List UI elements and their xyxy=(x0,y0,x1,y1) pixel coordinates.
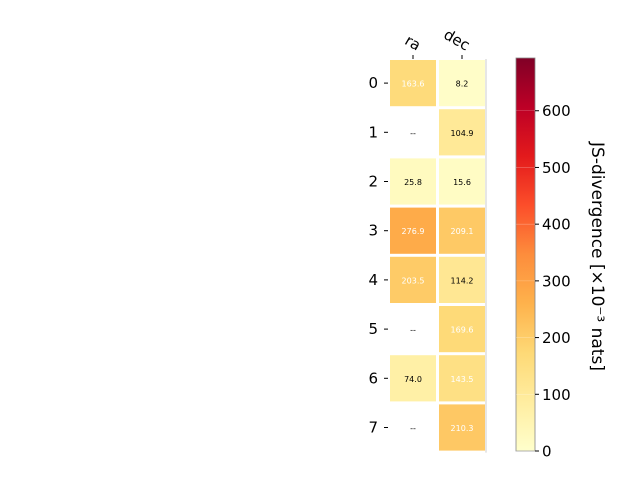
cell-value-label: 114.2 xyxy=(451,276,474,285)
cell-value-label: 74.0 xyxy=(404,375,422,384)
heatmap-cell-3-dec xyxy=(439,207,485,254)
colorbar-tick-label: 200 xyxy=(542,329,571,347)
colorbar-tick-label: 600 xyxy=(542,102,571,120)
cell-value-label: 104.9 xyxy=(451,129,474,138)
cell-value-label: 8.2 xyxy=(456,80,469,89)
colorbar-tick-label: 300 xyxy=(542,272,571,290)
colorbar-label: JS-divergence [×10⁻³ nats] xyxy=(587,141,607,371)
row-label-2: 2 xyxy=(368,173,378,191)
heatmap-cell-3-ra xyxy=(390,207,436,254)
cell-value-label: 15.6 xyxy=(453,178,471,187)
heatmap-cell-6-ra xyxy=(390,355,436,402)
heatmap-grid: 163.6 8.2 -- 104.9 25.8 15.6 276.9 209.1 203.5 11… xyxy=(390,59,487,453)
heatmap-cell-5-dec xyxy=(439,306,485,353)
row-labels: 0 1 2 3 4 5 6 7 xyxy=(368,74,388,437)
column-labels: ra dec xyxy=(402,25,473,59)
cell-value-label: 143.5 xyxy=(451,375,474,384)
colorbar: 0 100 200 300 400 500 600 JS-divergence [×10⁻³ … xyxy=(515,57,607,461)
cell-value-label: 203.5 xyxy=(402,276,425,285)
row-label-4: 4 xyxy=(368,271,378,289)
heatmap-cell-2-ra xyxy=(390,158,436,205)
row-label-6: 6 xyxy=(368,369,378,387)
heatmap-cell-7-dec xyxy=(439,404,485,451)
heatmap-cell-6-dec xyxy=(439,355,485,402)
row-label-3: 3 xyxy=(368,222,378,240)
heatmap-cell-4-dec xyxy=(439,256,485,303)
row-label-1: 1 xyxy=(368,123,378,141)
cell-value-label: 210.3 xyxy=(451,424,474,433)
colorbar-gradient xyxy=(515,57,536,452)
cell-value-label: 163.6 xyxy=(402,80,425,89)
column-label-dec: dec xyxy=(441,25,473,54)
colorbar-tick-label: 0 xyxy=(542,443,552,461)
column-label-ra: ra xyxy=(402,31,424,54)
colorbar-tick-label: 400 xyxy=(542,216,571,234)
cell-value-label: 169.6 xyxy=(451,326,474,335)
colorbar-tick-label: 100 xyxy=(542,386,571,404)
row-label-5: 5 xyxy=(368,320,378,338)
heatmap-cell-0-dec xyxy=(439,60,485,107)
row-label-0: 0 xyxy=(368,74,378,92)
heatmap-cell-0-ra xyxy=(390,60,436,107)
cell-value-label: 209.1 xyxy=(451,227,474,236)
cell-value-label: -- xyxy=(410,326,416,335)
cell-value-label: -- xyxy=(410,424,416,433)
cell-value-label: -- xyxy=(410,129,416,138)
row-label-7: 7 xyxy=(368,419,378,437)
heatmap-cell-1-dec xyxy=(439,109,485,156)
cell-value-label: 25.8 xyxy=(404,178,422,187)
heatmap-cell-4-ra xyxy=(390,256,436,303)
colorbar-tick-label: 500 xyxy=(542,159,571,177)
cell-value-label: 276.9 xyxy=(402,227,425,236)
heatmap-cell-2-dec xyxy=(439,158,485,205)
